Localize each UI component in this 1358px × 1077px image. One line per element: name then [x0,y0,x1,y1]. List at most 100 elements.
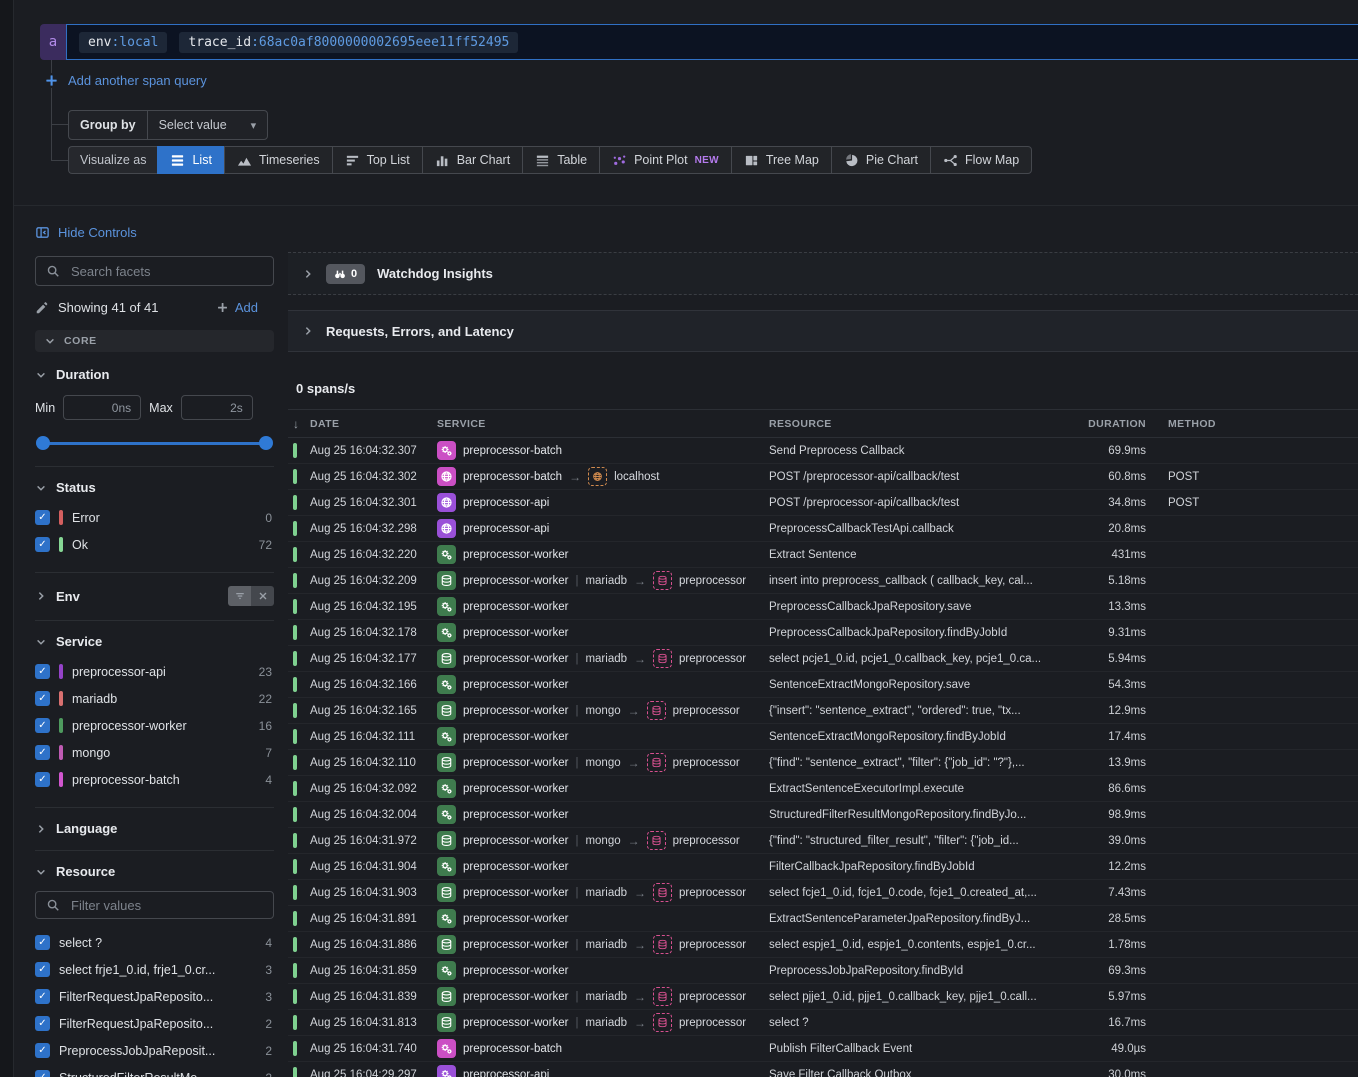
table-row[interactable]: Aug 25 16:04:31.903 preprocessor-worker | m… [288,880,1358,906]
checkbox-checked[interactable]: ✓ [35,691,50,706]
checkbox-checked[interactable]: ✓ [35,537,50,552]
facet-status-ok[interactable]: ✓ Ok 72 [35,531,274,558]
group-by-select[interactable]: Select value ▾ [148,111,268,139]
filter-values-input[interactable] [69,896,263,914]
column-header-resource[interactable]: RESOURCE [769,417,832,430]
checkbox-checked[interactable]: ✓ [35,962,50,977]
facet-service-mariadb[interactable]: ✓ mariadb 22 [35,685,274,712]
checkbox-checked[interactable]: ✓ [35,745,50,760]
facet-service-preprocessor-worker[interactable]: ✓ preprocessor-worker 16 [35,712,274,739]
table-row[interactable]: Aug 25 16:04:32.110 preprocessor-worker | m… [288,750,1358,776]
cell-resource: {"find": "sentence_extract", "filter": {… [769,756,1025,769]
slider-handle-min[interactable] [36,436,50,450]
resource-section-header[interactable]: Resource [35,864,274,879]
table-row[interactable]: Aug 25 16:04:31.839 preprocessor-worker | m… [288,984,1358,1010]
checkbox-checked[interactable]: ✓ [35,718,50,733]
db-icon [437,831,456,850]
checkbox-checked[interactable]: ✓ [35,1070,50,1077]
table-row[interactable]: Aug 25 16:04:32.165 preprocessor-worker | m… [288,698,1358,724]
status-section-header[interactable]: Status [35,480,274,495]
table-row[interactable]: Aug 25 16:04:32.004 preprocessor-worker St… [288,802,1358,828]
duration-min-input[interactable] [63,395,142,420]
chevron-down-icon [35,369,47,381]
cell-duration: 86.6ms [1108,782,1146,795]
showing-count-label: Showing 41 of 41 [58,300,159,315]
viz-option-table[interactable]: Table [522,146,600,174]
table-row[interactable]: Aug 25 16:04:32.302 preprocessor-batch → lo… [288,464,1358,490]
query-pill[interactable]: trace_id:68ac0af8000000002695eee11ff5249… [179,31,519,53]
sort-descending-icon[interactable]: ↓ [293,416,300,431]
facet-resource[interactable]: ✓ select frje1_0.id, frje1_0.cr... 3 [35,956,274,983]
viz-option-bar-chart[interactable]: Bar Chart [421,146,523,174]
table-row[interactable]: Aug 25 16:04:31.972 preprocessor-worker | m… [288,828,1358,854]
checkbox-checked[interactable]: ✓ [35,772,50,787]
viz-option-flow-map[interactable]: Flow Map [929,146,1033,174]
facet-service-preprocessor-batch[interactable]: ✓ preprocessor-batch 4 [35,766,274,793]
query-pill[interactable]: env:local [79,31,168,53]
facet-service-mongo[interactable]: ✓ mongo 7 [35,739,274,766]
facet-count: 2 [265,1071,274,1077]
hide-controls-button[interactable]: Hide Controls [35,225,274,240]
search-facets-input[interactable] [69,262,263,280]
slider-handle-max[interactable] [259,436,273,450]
checkbox-checked[interactable]: ✓ [35,664,50,679]
facet-resource[interactable]: ✓ select ? 4 [35,929,274,956]
table-row[interactable]: Aug 25 16:04:32.298 preprocessor-api Prepr… [288,516,1358,542]
requests-errors-latency-panel[interactable]: Requests, Errors, and Latency [288,310,1358,352]
add-span-query-button[interactable]: Add another span query [44,73,207,88]
list-icon [170,153,185,168]
facet-resource[interactable]: ✓ StructuredFilterResultMo... 2 [35,1064,274,1077]
duration-min-label: Min [35,400,56,415]
checkbox-checked[interactable]: ✓ [35,1043,50,1058]
table-row[interactable]: Aug 25 16:04:32.166 preprocessor-worker Se… [288,672,1358,698]
facet-resource[interactable]: ✓ FilterRequestJpaReposito... 3 [35,983,274,1010]
language-section-header[interactable]: Language [35,821,274,836]
viz-option-tree-map[interactable]: Tree Map [730,146,831,174]
table-row[interactable]: Aug 25 16:04:31.740 preprocessor-batch Pub… [288,1036,1358,1062]
viz-option-list[interactable]: List [157,146,224,174]
table-row[interactable]: Aug 25 16:04:32.220 preprocessor-worker Ex… [288,542,1358,568]
duration-max-input[interactable] [180,395,253,420]
column-header-method[interactable]: METHOD [1168,417,1216,430]
table-row[interactable]: Aug 25 16:04:31.904 preprocessor-worker Fi… [288,854,1358,880]
duration-section-header[interactable]: Duration [35,367,274,382]
service-section-header[interactable]: Service [35,634,274,649]
table-row[interactable]: Aug 25 16:04:31.859 preprocessor-worker Pr… [288,958,1358,984]
watchdog-insights-panel[interactable]: 0 Watchdog Insights [288,252,1358,295]
table-row[interactable]: Aug 25 16:04:32.092 preprocessor-worker Ex… [288,776,1358,802]
core-group-header[interactable]: CORE [35,330,274,352]
table-row[interactable]: Aug 25 16:04:32.195 preprocessor-worker Pr… [288,594,1358,620]
table-row[interactable]: Aug 25 16:04:32.307 preprocessor-batch Sen… [288,438,1358,464]
column-header-duration[interactable]: DURATION [1088,417,1146,430]
table-row[interactable]: Aug 25 16:04:32.178 preprocessor-worker Pr… [288,620,1358,646]
query-input[interactable]: env:local trace_id:68ac0af8000000002695ee… [66,24,1358,60]
table-row[interactable]: Aug 25 16:04:32.301 preprocessor-api POST … [288,490,1358,516]
clear-filter-button[interactable] [251,586,274,606]
checkbox-checked[interactable]: ✓ [35,935,50,950]
checkbox-checked[interactable]: ✓ [35,1016,50,1031]
viz-option-timeseries[interactable]: Timeseries [223,146,332,174]
facet-service-preprocessor-api[interactable]: ✓ preprocessor-api 23 [35,658,274,685]
table-row[interactable]: Aug 25 16:04:32.111 preprocessor-worker Se… [288,724,1358,750]
checkbox-checked[interactable]: ✓ [35,510,50,525]
add-facet-button[interactable]: Add [216,300,258,315]
viz-option-top-list[interactable]: Top List [331,146,422,174]
env-section-header[interactable]: Env [35,586,274,606]
column-header-service[interactable]: SERVICE [437,417,486,430]
table-row[interactable]: Aug 25 16:04:32.209 preprocessor-worker | m… [288,568,1358,594]
table-row[interactable]: Aug 25 16:04:31.886 preprocessor-worker | m… [288,932,1358,958]
table-row[interactable]: Aug 25 16:04:31.813 preprocessor-worker | m… [288,1010,1358,1036]
checkbox-checked[interactable]: ✓ [35,989,50,1004]
filter-icon-button[interactable] [228,586,251,606]
facet-resource[interactable]: ✓ FilterRequestJpaReposito... 2 [35,1010,274,1037]
rel-panel-title: Requests, Errors, and Latency [326,323,514,339]
viz-option-pie-chart[interactable]: Pie Chart [830,146,930,174]
table-row[interactable]: Aug 25 16:04:29.297 preprocessor-api Save … [288,1062,1358,1077]
column-header-date[interactable]: DATE [310,417,340,430]
table-row[interactable]: Aug 25 16:04:32.177 preprocessor-worker | m… [288,646,1358,672]
facet-resource[interactable]: ✓ PreprocessJobJpaReposit... 2 [35,1037,274,1064]
table-row[interactable]: Aug 25 16:04:31.891 preprocessor-worker Ex… [288,906,1358,932]
viz-option-point-plot[interactable]: Point Plot NEW [599,146,731,174]
arrow-right-icon: → [627,703,640,718]
facet-status-error[interactable]: ✓ Error 0 [35,504,274,531]
